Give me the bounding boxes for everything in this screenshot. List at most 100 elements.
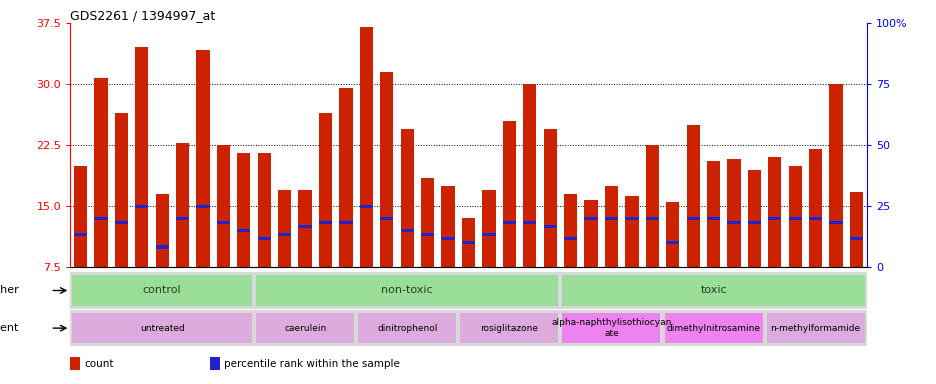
Text: untreated: untreated: [139, 324, 184, 333]
Bar: [604, 186, 618, 267]
Text: alpha-naphthylisothiocyan
ate: alpha-naphthylisothiocyan ate: [550, 318, 671, 338]
Bar: [237, 153, 250, 267]
Bar: [216, 145, 230, 267]
Bar: [420, 178, 433, 267]
Text: toxic: toxic: [699, 285, 726, 296]
Text: non-toxic: non-toxic: [381, 285, 432, 296]
Bar: [74, 233, 87, 236]
Text: percentile rank within the sample: percentile rank within the sample: [224, 359, 399, 369]
Bar: [706, 161, 720, 267]
Text: control: control: [142, 285, 182, 296]
Bar: [543, 129, 556, 267]
Bar: [645, 217, 658, 220]
Bar: [665, 202, 679, 267]
Bar: [562, 313, 660, 343]
Bar: [441, 237, 454, 240]
Bar: [766, 313, 864, 343]
Bar: [359, 205, 373, 208]
Bar: [604, 217, 618, 220]
Bar: [176, 143, 189, 267]
Bar: [339, 88, 352, 267]
Text: count: count: [84, 359, 113, 369]
Bar: [70, 357, 80, 370]
Bar: [808, 149, 822, 267]
Bar: [747, 170, 760, 267]
Bar: [401, 129, 414, 267]
Bar: [665, 241, 679, 245]
Bar: [114, 113, 128, 267]
Bar: [441, 186, 454, 267]
Bar: [278, 233, 291, 236]
Bar: [624, 217, 637, 220]
Text: GDS2261 / 1394997_at: GDS2261 / 1394997_at: [70, 9, 215, 22]
Bar: [664, 313, 762, 343]
Bar: [135, 48, 148, 267]
Bar: [726, 159, 739, 267]
Bar: [278, 190, 291, 267]
Bar: [563, 237, 577, 240]
Bar: [155, 194, 168, 267]
Bar: [256, 275, 558, 306]
Bar: [237, 229, 250, 232]
Text: caerulein: caerulein: [284, 324, 326, 333]
Bar: [686, 217, 699, 220]
Bar: [420, 233, 433, 236]
Bar: [358, 313, 456, 343]
Bar: [380, 217, 393, 220]
Bar: [768, 217, 781, 220]
Bar: [135, 205, 148, 208]
Bar: [114, 221, 128, 224]
Bar: [299, 225, 312, 228]
Bar: [216, 221, 230, 224]
Bar: [849, 237, 862, 240]
Text: n-methylformamide: n-methylformamide: [769, 324, 860, 333]
Bar: [299, 190, 312, 267]
Bar: [257, 237, 271, 240]
Bar: [522, 221, 535, 224]
Bar: [726, 221, 739, 224]
Bar: [460, 313, 558, 343]
Bar: [197, 50, 210, 267]
Bar: [747, 221, 760, 224]
Bar: [624, 197, 637, 267]
Bar: [256, 313, 354, 343]
Bar: [828, 84, 841, 267]
Bar: [706, 217, 720, 220]
Bar: [788, 217, 801, 220]
Bar: [461, 241, 475, 245]
Bar: [503, 221, 516, 224]
Text: other: other: [0, 285, 19, 296]
Bar: [318, 221, 332, 224]
Bar: [543, 225, 556, 228]
Text: rosiglitazone: rosiglitazone: [480, 324, 538, 333]
Bar: [176, 217, 189, 220]
Bar: [645, 145, 658, 267]
Bar: [95, 217, 108, 220]
Text: agent: agent: [0, 323, 19, 333]
Bar: [339, 221, 352, 224]
Bar: [380, 72, 393, 267]
Bar: [72, 275, 252, 306]
Bar: [584, 217, 597, 220]
Bar: [318, 113, 332, 267]
Bar: [210, 357, 219, 370]
Bar: [482, 190, 495, 267]
Bar: [562, 275, 864, 306]
Bar: [155, 245, 168, 248]
Bar: [768, 157, 781, 267]
Bar: [686, 125, 699, 267]
Text: dinitrophenol: dinitrophenol: [376, 324, 437, 333]
Bar: [828, 221, 841, 224]
Bar: [563, 194, 577, 267]
Bar: [359, 27, 373, 267]
Bar: [849, 192, 862, 267]
Bar: [461, 218, 475, 267]
Bar: [482, 233, 495, 236]
Bar: [257, 153, 271, 267]
Bar: [584, 200, 597, 267]
Bar: [788, 166, 801, 267]
Bar: [808, 217, 822, 220]
Bar: [401, 229, 414, 232]
Text: dimethylnitrosamine: dimethylnitrosamine: [665, 324, 760, 333]
Bar: [74, 166, 87, 267]
